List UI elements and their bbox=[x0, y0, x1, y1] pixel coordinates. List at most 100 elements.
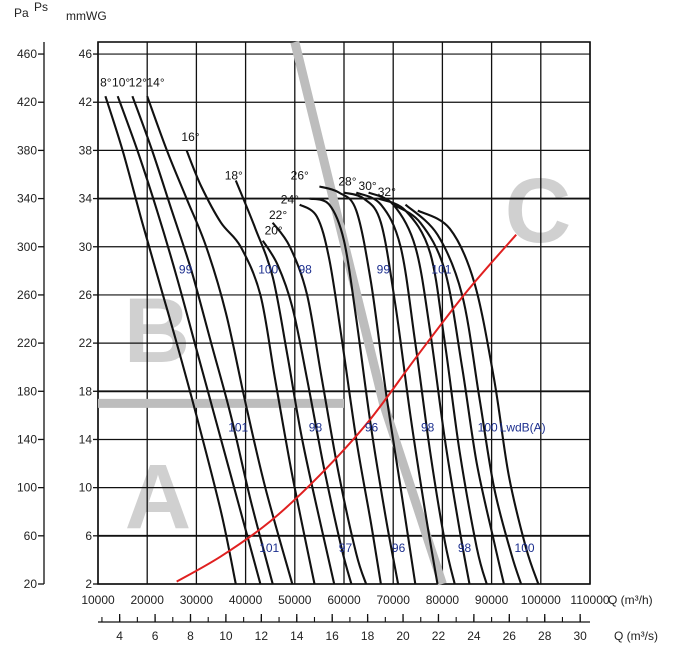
blade-angle-label: 28° bbox=[338, 174, 356, 188]
ps-axis-title: Ps bbox=[34, 0, 48, 14]
m3h-tick-label: 50000 bbox=[278, 593, 312, 607]
blade-curve-9 bbox=[299, 203, 382, 585]
blade-angle-label: 26° bbox=[291, 168, 309, 182]
sound-power-label: 101 bbox=[259, 541, 279, 555]
sound-power-label: 98 bbox=[458, 541, 472, 555]
m3h-tick-label: 70000 bbox=[377, 593, 411, 607]
blade-angle-label: 8° bbox=[100, 76, 112, 90]
zone-letter-a: A bbox=[125, 446, 191, 548]
blade-angle-label: 22° bbox=[269, 208, 287, 222]
m3h-tick-label: 110000 bbox=[570, 593, 609, 607]
m3s-tick-label: 6 bbox=[152, 629, 159, 643]
blade-angle-label: 20° bbox=[265, 224, 283, 238]
m3h-tick-label: 60000 bbox=[327, 593, 361, 607]
sound-power-label: 101 bbox=[228, 420, 248, 434]
mmwg-tick-label: 6 bbox=[85, 529, 92, 543]
system-curve bbox=[176, 234, 517, 583]
zone-letter-c: C bbox=[505, 160, 571, 262]
sound-power-label: 99 bbox=[179, 263, 193, 277]
sound-power-label: 100 bbox=[478, 420, 498, 434]
pa-tick-label: 100 bbox=[17, 481, 37, 495]
m3s-tick-label: 14 bbox=[290, 629, 304, 643]
blade-angle-label: 30° bbox=[359, 179, 377, 193]
m3h-tick-label: 100000 bbox=[521, 593, 561, 607]
plot-frame bbox=[97, 41, 591, 585]
mmwg-tick-label: 10 bbox=[79, 481, 93, 495]
blade-curve-11 bbox=[319, 185, 417, 585]
sound-power-label: 98 bbox=[298, 263, 312, 277]
blade-angle-curves bbox=[104, 95, 540, 585]
pa-tick-label: 340 bbox=[17, 192, 37, 206]
blade-angle-label: 14° bbox=[146, 76, 164, 90]
mmwg-tick-label: 18 bbox=[79, 384, 93, 398]
blade-curve-6 bbox=[234, 180, 336, 585]
mmwg-tick-label: 14 bbox=[79, 432, 93, 446]
m3s-tick-label: 28 bbox=[538, 629, 552, 643]
blade-curve-13 bbox=[355, 191, 456, 585]
sound-power-label: 96 bbox=[365, 420, 379, 434]
mmwg-tick-label: 30 bbox=[79, 240, 93, 254]
pa-tick-label: 300 bbox=[17, 240, 37, 254]
m3s-tick-label: 20 bbox=[396, 629, 410, 643]
m3h-tick-label: 20000 bbox=[131, 593, 165, 607]
m3h-axis-title: Q (m³/h) bbox=[608, 593, 653, 607]
blade-curve-7 bbox=[261, 240, 353, 585]
mmwg-axis-title: mmWG bbox=[66, 9, 107, 23]
blade-angle-label: 16° bbox=[181, 130, 199, 144]
axes-layer: 2610141822263034384246206010014018022026… bbox=[14, 0, 658, 643]
blade-angle-label: 24° bbox=[281, 192, 299, 206]
curve-labels: 8° 10°12° 14° 16° 18° 20° 22° 24° 26° 28° 30° 32° bbox=[100, 76, 396, 238]
pa-tick-label: 460 bbox=[17, 47, 37, 61]
sound-power-label: 100 bbox=[515, 541, 535, 555]
m3s-tick-label: 10 bbox=[219, 629, 233, 643]
sound-power-label: 97 bbox=[339, 541, 353, 555]
m3s-tick-label: 16 bbox=[326, 629, 340, 643]
pa-tick-label: 140 bbox=[17, 432, 37, 446]
sound-power-label: 96 bbox=[392, 541, 406, 555]
system-curve-layer bbox=[176, 234, 517, 583]
m3h-tick-label: 40000 bbox=[229, 593, 263, 607]
mmwg-tick-label: 46 bbox=[79, 47, 93, 61]
blade-curve-18 bbox=[417, 209, 540, 585]
blade-angle-label: 32° bbox=[378, 185, 396, 199]
blade-angle-label: 18° bbox=[225, 168, 243, 182]
pa-tick-label: 260 bbox=[17, 288, 37, 302]
blade-curve-1 bbox=[104, 95, 237, 585]
pa-tick-label: 380 bbox=[17, 143, 37, 157]
blade-curve-3 bbox=[131, 95, 274, 585]
m3h-tick-label: 30000 bbox=[180, 593, 214, 607]
mmwg-tick-label: 38 bbox=[79, 143, 93, 157]
sound-power-label: 100 bbox=[258, 263, 278, 277]
sound-power-label: 98 bbox=[421, 420, 435, 434]
sound-power-label: 99 bbox=[377, 263, 391, 277]
mmwg-tick-label: 22 bbox=[79, 336, 93, 350]
blade-curve-5 bbox=[185, 150, 316, 585]
sound-power-unit-label: LwdB(A) bbox=[500, 420, 546, 434]
blade-curve-16 bbox=[392, 203, 505, 585]
blade-curve-17 bbox=[404, 203, 523, 585]
m3h-tick-label: 10000 bbox=[81, 593, 115, 607]
pa-tick-label: 60 bbox=[24, 529, 38, 543]
sound-power-label: 98 bbox=[309, 420, 323, 434]
sound-power-label: 101 bbox=[431, 263, 451, 277]
pa-tick-label: 420 bbox=[17, 95, 37, 109]
m3s-tick-label: 12 bbox=[255, 629, 269, 643]
m3h-tick-label: 80000 bbox=[426, 593, 460, 607]
pa-tick-label: 20 bbox=[24, 577, 38, 591]
blade-angle-label: 12° bbox=[129, 76, 147, 90]
zone-layer: AB C bbox=[124, 160, 571, 548]
mmwg-tick-label: 2 bbox=[85, 577, 92, 591]
blade-curve-8 bbox=[271, 222, 368, 585]
m3s-tick-label: 24 bbox=[467, 629, 481, 643]
pa-axis-title: Pa bbox=[14, 6, 29, 20]
m3s-tick-label: 26 bbox=[503, 629, 517, 643]
m3h-tick-label: 90000 bbox=[475, 593, 509, 607]
m3s-tick-label: 8 bbox=[187, 629, 194, 643]
mmwg-tick-label: 42 bbox=[79, 95, 93, 109]
m3s-tick-label: 30 bbox=[573, 629, 587, 643]
mmwg-tick-label: 26 bbox=[79, 288, 93, 302]
blade-curve-4 bbox=[146, 95, 294, 585]
zone-letter-b: B bbox=[124, 280, 190, 382]
